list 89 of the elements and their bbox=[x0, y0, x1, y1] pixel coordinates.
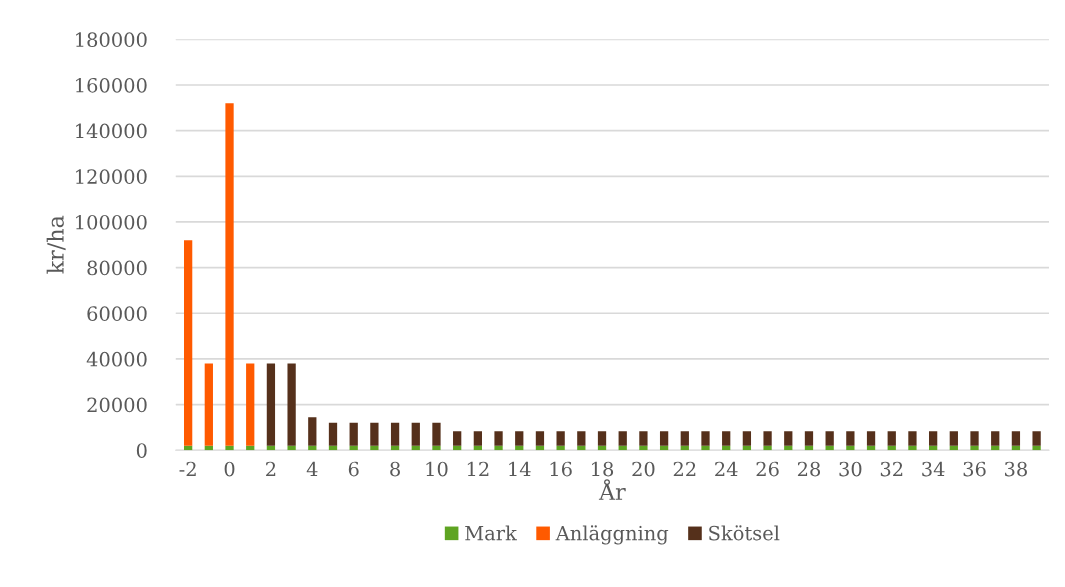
bar bbox=[432, 445, 441, 451]
bar bbox=[846, 431, 855, 446]
x-tick-label: 6 bbox=[348, 461, 359, 477]
y-axis-title: kr/ha bbox=[46, 215, 66, 274]
bar bbox=[970, 431, 979, 446]
bar bbox=[597, 431, 607, 446]
bar bbox=[390, 422, 400, 446]
x-tick-label: 34 bbox=[922, 461, 945, 477]
bar bbox=[929, 431, 938, 446]
x-tick-label: 28 bbox=[797, 461, 821, 477]
x-tick-label: 36 bbox=[963, 461, 986, 477]
bar bbox=[556, 431, 565, 446]
bar bbox=[659, 431, 669, 446]
bar bbox=[784, 431, 793, 446]
bar bbox=[866, 431, 876, 446]
bar bbox=[370, 445, 379, 451]
x-tick-label: 16 bbox=[550, 461, 572, 477]
bar bbox=[742, 431, 752, 446]
bar bbox=[680, 431, 689, 446]
bar bbox=[639, 431, 648, 446]
bar bbox=[328, 422, 338, 446]
bar bbox=[949, 431, 958, 446]
bar bbox=[701, 431, 710, 446]
bar bbox=[287, 445, 296, 451]
x-tick-label: 18 bbox=[592, 461, 614, 477]
bar bbox=[1032, 431, 1041, 446]
bar bbox=[763, 445, 772, 451]
bar bbox=[763, 431, 772, 446]
legend-label: Mark bbox=[465, 525, 517, 541]
bar bbox=[473, 431, 482, 446]
y-tick-label: 100000 bbox=[76, 214, 147, 230]
bar bbox=[887, 431, 896, 446]
y-tick-label: 0 bbox=[136, 443, 147, 458]
x-tick-label: 10 bbox=[426, 461, 448, 477]
y-tick-label: 60000 bbox=[87, 306, 147, 321]
bar bbox=[204, 363, 213, 446]
bar bbox=[266, 363, 276, 446]
legend-label: Skötsel bbox=[709, 525, 780, 541]
x-tick-label: 24 bbox=[715, 461, 738, 477]
bar bbox=[908, 445, 917, 451]
bar bbox=[639, 445, 648, 451]
bar bbox=[494, 445, 503, 451]
x-tick-label: 12 bbox=[467, 461, 489, 477]
y-tick-label: 120000 bbox=[76, 169, 147, 184]
bar bbox=[618, 431, 627, 446]
bar bbox=[287, 363, 296, 446]
bar bbox=[411, 422, 420, 446]
bar bbox=[225, 445, 234, 451]
bar bbox=[577, 431, 586, 446]
bar bbox=[494, 431, 503, 446]
x-tick-label: 14 bbox=[509, 461, 531, 477]
bar bbox=[722, 431, 731, 446]
x-tick-label: 30 bbox=[839, 461, 862, 477]
bar bbox=[1032, 445, 1041, 451]
x-axis-title: År bbox=[598, 479, 626, 500]
bar bbox=[432, 422, 441, 446]
bar bbox=[825, 431, 834, 446]
bar bbox=[535, 431, 545, 446]
bar bbox=[804, 431, 814, 446]
x-tick-label: -2 bbox=[179, 461, 196, 477]
x-tick-label: 4 bbox=[306, 461, 318, 477]
bar bbox=[515, 431, 524, 446]
y-tick-label: 80000 bbox=[87, 260, 147, 276]
bar bbox=[1011, 431, 1021, 446]
x-tick-label: 32 bbox=[880, 461, 903, 477]
bar bbox=[349, 422, 358, 446]
bar bbox=[184, 240, 193, 446]
x-tick-label: 8 bbox=[390, 461, 400, 477]
legend-label: Anläggning bbox=[555, 525, 669, 545]
x-tick-label: 38 bbox=[1005, 461, 1027, 477]
bar bbox=[701, 445, 710, 451]
bar bbox=[908, 431, 917, 446]
x-tick-label: 22 bbox=[673, 461, 696, 477]
y-tick-label: 20000 bbox=[87, 397, 147, 413]
bar bbox=[453, 431, 462, 446]
y-tick-label: 160000 bbox=[76, 77, 147, 93]
bar bbox=[308, 417, 317, 446]
y-tick-label: 180000 bbox=[76, 32, 147, 47]
bar bbox=[225, 103, 234, 446]
x-tick-label: 2 bbox=[266, 461, 276, 477]
x-tick-label: 26 bbox=[756, 461, 779, 477]
bar bbox=[970, 445, 979, 451]
y-tick-label: 140000 bbox=[76, 123, 147, 139]
x-tick-label: 20 bbox=[632, 461, 655, 477]
bar bbox=[991, 431, 1000, 446]
y-tick-label: 40000 bbox=[86, 351, 147, 367]
x-tick-label: 0 bbox=[224, 461, 235, 477]
bar bbox=[246, 363, 255, 446]
bar bbox=[370, 422, 379, 446]
